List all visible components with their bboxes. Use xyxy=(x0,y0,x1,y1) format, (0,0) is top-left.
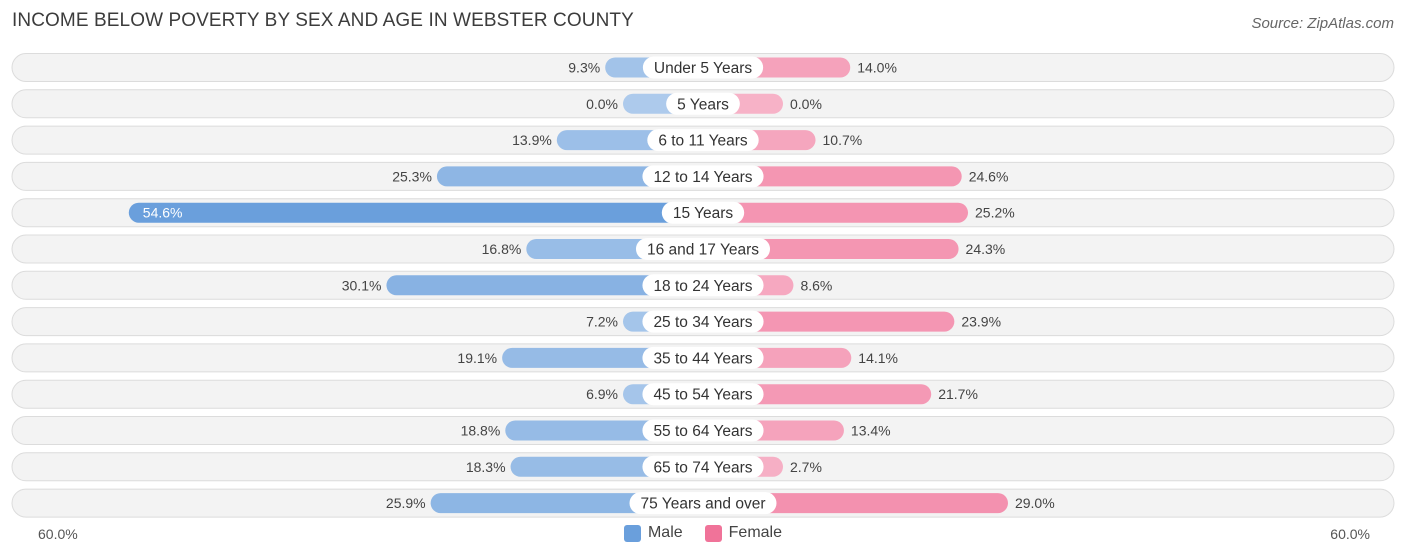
chart-row: 65 to 74 Years 18.3% 2.7% xyxy=(11,452,1395,482)
axis-left-label: 60.0% xyxy=(38,526,78,542)
chart-row: 6 to 11 Years 13.9% 10.7% xyxy=(11,125,1395,155)
bar-male xyxy=(128,202,704,223)
value-label-male: 19.1% xyxy=(457,350,497,366)
category-label: 55 to 64 Years xyxy=(653,423,752,440)
value-label-female: 13.4% xyxy=(851,423,891,439)
value-label-female: 2.7% xyxy=(790,459,822,475)
chart-row: 15 Years 54.6% 25.2% xyxy=(11,198,1395,228)
value-label-female: 14.0% xyxy=(857,60,897,76)
legend-item-male: Male xyxy=(623,524,683,542)
chart-row: 5 Years 0.0% 0.0% xyxy=(11,89,1395,119)
axis-right-label: 60.0% xyxy=(1330,526,1370,542)
value-label-female: 14.1% xyxy=(858,350,898,366)
category-label: 15 Years xyxy=(673,205,734,222)
legend-swatch-male xyxy=(623,524,641,542)
bar-female xyxy=(703,311,955,332)
value-label-male: 25.3% xyxy=(392,168,432,184)
chart-row: 55 to 64 Years 18.8% 13.4% xyxy=(11,416,1395,445)
value-label-male: 25.9% xyxy=(386,495,426,511)
value-label-male: 6.9% xyxy=(586,386,618,402)
value-label-male: 18.8% xyxy=(461,423,501,439)
value-label-female: 0.0% xyxy=(790,96,822,112)
category-label-box xyxy=(642,310,764,333)
chart-title: INCOME BELOW POVERTY BY SEX AND AGE IN W… xyxy=(12,10,634,31)
value-label-female: 23.9% xyxy=(961,314,1001,330)
value-label-female: 24.3% xyxy=(966,241,1006,257)
category-label-box xyxy=(642,274,764,297)
bar-female xyxy=(703,202,969,223)
value-label-male: 9.3% xyxy=(568,60,600,76)
category-label-box xyxy=(647,129,759,152)
category-label: 65 to 74 Years xyxy=(653,459,752,476)
category-label: 18 to 24 Years xyxy=(653,278,752,295)
value-label-female: 10.7% xyxy=(823,132,863,148)
bar-male xyxy=(386,275,703,296)
category-label: 16 and 17 Years xyxy=(647,242,759,259)
legend: Male Female xyxy=(0,524,1406,542)
category-label-box xyxy=(642,419,764,442)
category-label-box xyxy=(642,56,764,79)
source-note: Source: ZipAtlas.com xyxy=(1251,15,1394,32)
chart-row: 12 to 14 Years 25.3% 24.6% xyxy=(11,161,1395,191)
category-label: 25 to 34 Years xyxy=(653,314,752,331)
category-label-box xyxy=(642,165,764,188)
value-label-female: 29.0% xyxy=(1015,495,1055,511)
value-label-female: 25.2% xyxy=(975,205,1015,221)
value-label-male: 54.6% xyxy=(143,205,183,221)
category-label-box xyxy=(635,238,771,260)
category-label-box xyxy=(642,346,764,369)
category-label: 5 Years xyxy=(677,96,729,113)
category-label: 35 to 44 Years xyxy=(653,350,752,367)
bar-female xyxy=(703,493,1008,514)
value-label-female: 24.6% xyxy=(969,168,1009,184)
value-label-male: 7.2% xyxy=(586,314,618,330)
chart-row: 45 to 54 Years 6.9% 21.7% xyxy=(11,379,1395,409)
poverty-chart: Under 5 Years 9.3% 14.0% 5 Years 0.0% 0.0% 6 t… xyxy=(11,53,1395,518)
value-label-male: 16.8% xyxy=(482,241,522,257)
legend-swatch-female xyxy=(704,524,722,542)
category-label: 6 to 11 Years xyxy=(658,133,748,150)
category-label: 12 to 14 Years xyxy=(653,169,752,186)
legend-label-female: Female xyxy=(728,524,783,541)
value-label-female: 21.7% xyxy=(938,386,978,402)
chart-row: 16 and 17 Years 16.8% 24.3% xyxy=(11,234,1395,264)
chart-row: Under 5 Years 9.3% 14.0% xyxy=(11,53,1395,82)
chart-row: 25 to 34 Years 7.2% 23.9% xyxy=(11,307,1395,337)
value-label-male: 13.9% xyxy=(512,132,552,148)
bar-male xyxy=(436,166,703,187)
value-label-female: 8.6% xyxy=(800,277,832,293)
chart-row: 75 Years and over 25.9% 29.0% xyxy=(11,488,1395,518)
category-label-box xyxy=(629,492,777,515)
value-label-male: 0.0% xyxy=(586,96,618,112)
category-label: 75 Years and over xyxy=(641,496,766,513)
value-label-male: 18.3% xyxy=(466,459,506,475)
category-label-box xyxy=(642,383,764,406)
chart-row: 18 to 24 Years 30.1% 8.6% xyxy=(11,270,1395,300)
category-label-box xyxy=(661,201,745,224)
bar-female xyxy=(703,166,962,187)
category-label: 45 to 54 Years xyxy=(653,387,752,404)
category-label-box xyxy=(642,455,764,478)
value-label-male: 30.1% xyxy=(342,277,382,293)
category-label-box xyxy=(666,92,740,115)
legend-label-male: Male xyxy=(647,524,683,541)
category-label: Under 5 Years xyxy=(654,60,752,77)
legend-item-female: Female xyxy=(704,524,783,542)
chart-row: 35 to 44 Years 19.1% 14.1% xyxy=(11,343,1395,373)
